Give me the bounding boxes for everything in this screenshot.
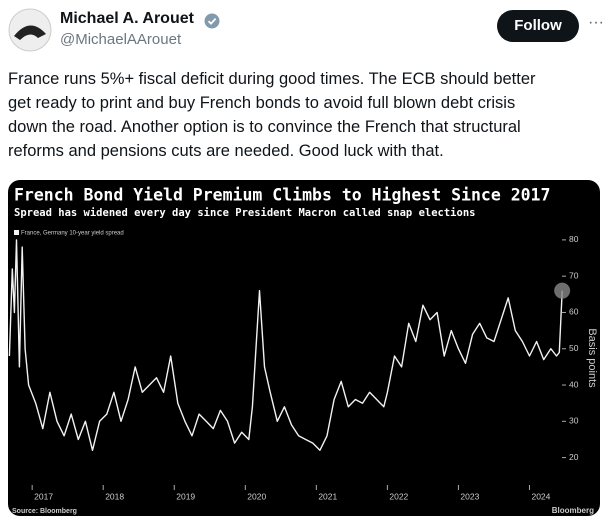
- y-tick-label: 60: [569, 307, 579, 317]
- legend-swatch: [14, 230, 19, 235]
- x-tick-label: 2019: [176, 491, 195, 501]
- tweet-text: France runs 5%+ fiscal deficit during go…: [8, 70, 536, 88]
- tweet-text: down the road. Another option is to conv…: [8, 118, 521, 136]
- x-tick-label: 2018: [105, 491, 124, 501]
- user-name[interactable]: Michael A. Arouet: [60, 10, 194, 27]
- chart: French Bond Yield Premium Climbs to High…: [8, 180, 600, 516]
- chart-title: French Bond Yield Premium Climbs to High…: [14, 186, 550, 205]
- end-marker: [554, 282, 571, 299]
- x-tick-label: 2024: [531, 491, 550, 501]
- x-tick-label: 2023: [460, 491, 479, 501]
- legend-label: France, Germany 10-year yield spread: [21, 231, 124, 237]
- more-button[interactable]: ···: [588, 14, 604, 31]
- user-handle[interactable]: @MichaelAArouet: [60, 31, 182, 48]
- x-tick-label: 2020: [247, 491, 266, 501]
- y-tick-label: 50: [569, 343, 579, 353]
- brand: Bloomberg: [552, 506, 594, 515]
- series-line: [8, 239, 563, 451]
- source: Source: Bloomberg: [12, 508, 77, 515]
- tweet-text: get ready to print and buy French bonds …: [8, 94, 516, 112]
- y-tick-label: 80: [569, 234, 579, 244]
- tweet-text: reforms and pensions cuts are needed. Go…: [8, 142, 444, 160]
- x-tick-label: 2022: [389, 491, 408, 501]
- follow-button[interactable]: Follow: [497, 10, 579, 42]
- avatar[interactable]: [8, 8, 52, 52]
- y-tick-label: 20: [569, 452, 579, 462]
- x-tick-label: 2017: [34, 491, 53, 501]
- verified-badge: [204, 13, 220, 29]
- y-tick-label: 30: [569, 416, 579, 426]
- chart-subtitle: Spread has widened every day since Presi…: [14, 207, 475, 219]
- x-tick-label: 2021: [318, 491, 337, 501]
- y-tick-label: 40: [569, 379, 579, 389]
- chart-background: [8, 180, 600, 516]
- y-axis-label: Basis points: [586, 328, 598, 388]
- y-tick-label: 70: [569, 270, 579, 280]
